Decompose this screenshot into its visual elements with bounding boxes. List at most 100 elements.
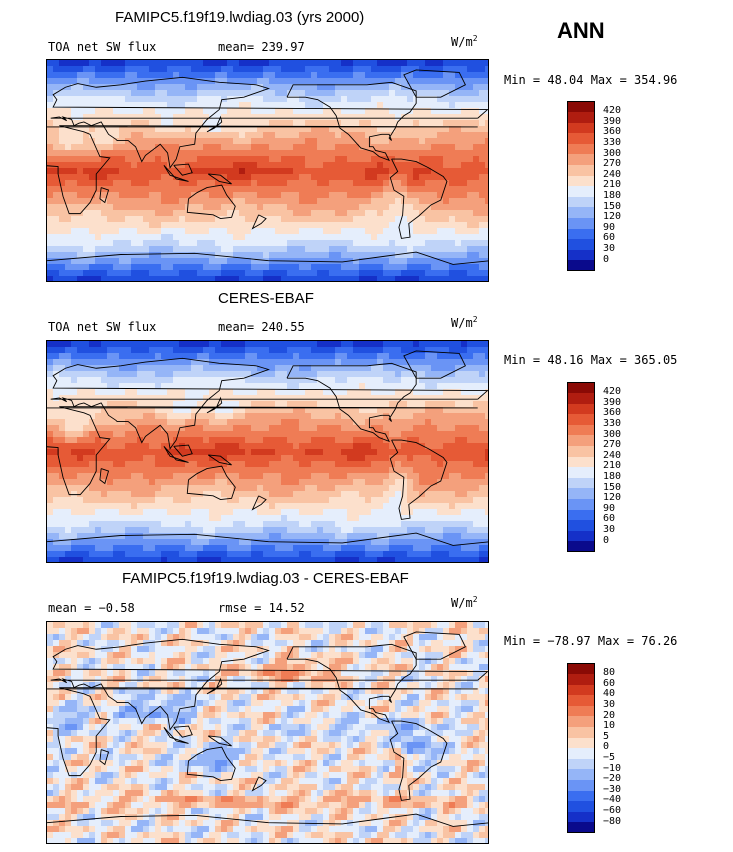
field-cell — [383, 341, 390, 348]
field-cell — [299, 371, 306, 378]
field-cell — [275, 114, 282, 121]
field-cell — [287, 341, 294, 348]
field-cell — [419, 72, 426, 79]
field-cell — [275, 497, 282, 504]
field-cell — [473, 347, 480, 354]
field-cell — [245, 246, 252, 253]
field-cell — [485, 491, 488, 498]
field-cell — [287, 72, 294, 79]
field-cell — [269, 509, 276, 516]
field-cell — [425, 431, 432, 438]
field-cell — [335, 234, 342, 241]
field-cell — [335, 497, 342, 504]
field-cell — [227, 413, 234, 420]
field-cell — [77, 162, 84, 169]
field-cell — [251, 186, 258, 193]
field-cell — [191, 431, 198, 438]
field-cell — [293, 216, 300, 223]
field-cell — [293, 461, 300, 468]
field-cell — [251, 144, 258, 151]
field-cell — [443, 258, 450, 265]
field-cell — [113, 72, 120, 79]
field-cell — [137, 66, 144, 73]
field-cell — [143, 114, 150, 121]
field-cell — [131, 503, 138, 510]
field-cell — [437, 222, 444, 229]
field-cell — [347, 353, 354, 360]
field-cell — [419, 168, 426, 175]
field-cell — [245, 353, 252, 360]
field-cell — [155, 401, 162, 408]
field-cell — [437, 174, 444, 181]
field-cell — [83, 198, 90, 205]
field-cell — [209, 503, 216, 510]
field-cell — [65, 246, 72, 253]
field-cell — [485, 60, 488, 67]
field-cell — [65, 389, 72, 396]
field-cell — [233, 264, 240, 271]
field-cell — [335, 383, 342, 390]
field-cell — [383, 192, 390, 199]
field-cell — [419, 252, 426, 259]
field-cell — [137, 365, 144, 372]
field-cell — [53, 264, 60, 271]
field-cell — [485, 204, 488, 211]
field-cell — [293, 222, 300, 229]
field-cell — [329, 180, 336, 187]
field-cell — [155, 473, 162, 480]
field-cell — [149, 192, 156, 199]
field-cell — [293, 449, 300, 456]
field-cell — [431, 419, 438, 426]
field-cell — [113, 114, 120, 121]
field-cell — [371, 72, 378, 79]
field-cell — [173, 84, 180, 91]
field-cell — [233, 347, 240, 354]
field-cell — [89, 485, 96, 492]
field-cell — [209, 90, 216, 97]
field-cell — [269, 138, 276, 145]
field-cell — [365, 240, 372, 247]
field-cell — [149, 204, 156, 211]
field-cell — [155, 443, 162, 450]
field-cell — [149, 365, 156, 372]
field-cell — [113, 240, 120, 247]
field-cell — [473, 240, 480, 247]
field-cell — [173, 66, 180, 73]
field-cell — [365, 84, 372, 91]
field-cell — [143, 72, 150, 79]
field-cell — [239, 401, 246, 408]
field-cell — [341, 347, 348, 354]
field-cell — [305, 276, 312, 281]
field-cell — [173, 78, 180, 85]
field-cell — [107, 156, 114, 163]
field-cell — [473, 60, 480, 67]
field-cell — [191, 407, 198, 414]
field-cell — [137, 144, 144, 151]
field-cell — [341, 126, 348, 133]
field-cell — [233, 371, 240, 378]
field-cell — [443, 371, 450, 378]
field-cell — [473, 114, 480, 121]
field-cell — [227, 156, 234, 163]
field-cell — [257, 479, 264, 486]
field-cell — [125, 84, 132, 91]
field-cell — [155, 108, 162, 115]
field-cell — [179, 222, 186, 229]
field-cell — [245, 198, 252, 205]
field-cell — [239, 126, 246, 133]
field-cell — [239, 198, 246, 205]
field-cell — [203, 419, 210, 426]
field-cell — [53, 407, 60, 414]
field-cell — [479, 419, 486, 426]
field-cell — [293, 144, 300, 151]
field-cell — [341, 437, 348, 444]
field-cell — [365, 473, 372, 480]
field-cell — [413, 126, 420, 133]
field-cell — [185, 341, 192, 348]
field-cell — [311, 449, 318, 456]
field-cell — [203, 228, 210, 235]
field-cell — [233, 66, 240, 73]
field-cell — [323, 186, 330, 193]
field-cell — [407, 102, 414, 109]
field-cell — [209, 240, 216, 247]
